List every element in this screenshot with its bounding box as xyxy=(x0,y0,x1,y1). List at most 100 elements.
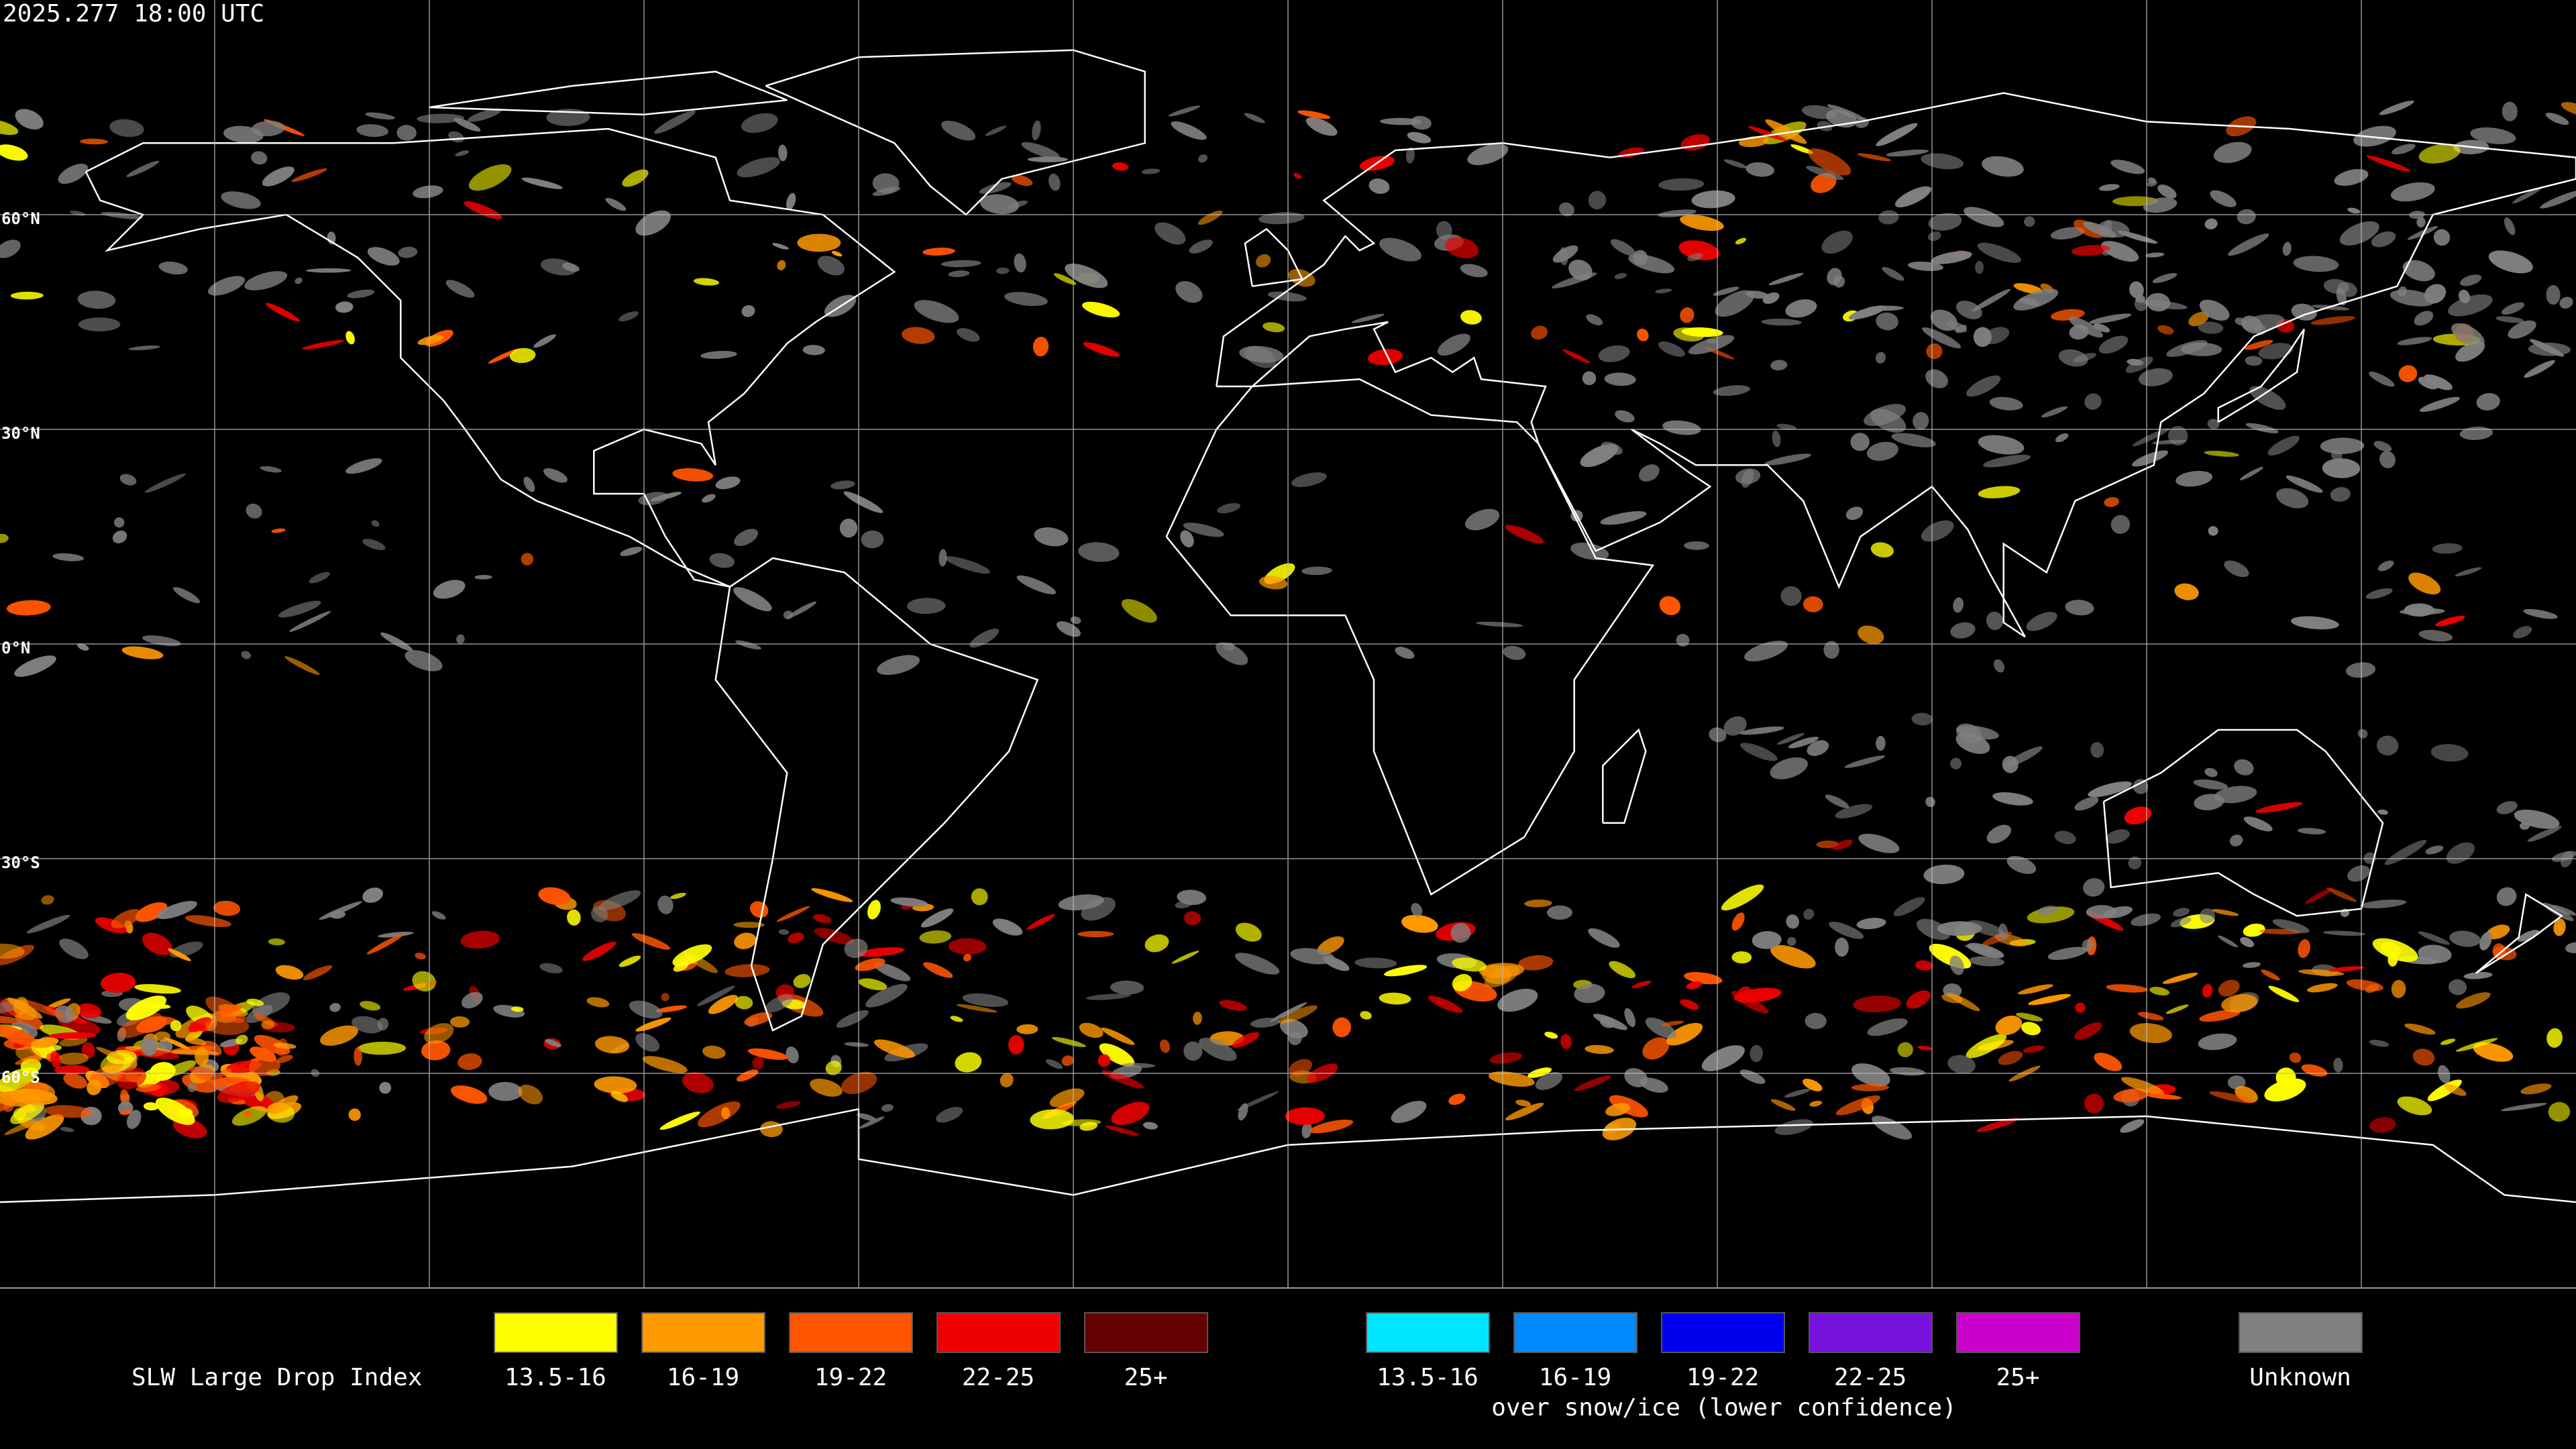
cloud-patch xyxy=(1379,237,1421,262)
cloud-patch xyxy=(0,533,9,543)
cloud-patch xyxy=(1317,936,1344,955)
cloud-patch xyxy=(195,1046,209,1067)
cloud-patch xyxy=(521,553,534,566)
cloud-patch xyxy=(2380,941,2402,957)
cloud-patch xyxy=(2202,983,2213,998)
legend-label: Unknown xyxy=(2249,1364,2351,1391)
cloud-patch xyxy=(702,1045,726,1059)
cloud-patch xyxy=(1928,213,1962,231)
cloud-patch xyxy=(2221,994,2258,1013)
cloud-patch xyxy=(2412,1049,2435,1066)
cloud-patch xyxy=(655,1005,688,1013)
cloud-patch xyxy=(1467,144,1509,166)
legend-swatch xyxy=(641,1312,765,1353)
cloud-patch xyxy=(2548,1102,2571,1122)
cloud-patch xyxy=(1004,292,1048,307)
cloud-patch xyxy=(155,1097,195,1125)
cloud-patch xyxy=(134,983,181,994)
cloud-patch xyxy=(941,120,976,141)
cloud-patch xyxy=(777,260,786,271)
cloud-patch xyxy=(235,1034,248,1045)
cloud-patch xyxy=(2339,221,2379,246)
legend-label: 22-25 xyxy=(1834,1364,1907,1391)
cloud-patch xyxy=(2512,186,2542,204)
cloud-patch xyxy=(812,914,832,924)
cloud-patch xyxy=(1964,207,2004,227)
legend-label: 25+ xyxy=(1996,1364,2039,1391)
cloud-patch xyxy=(778,144,788,162)
cloud-patch xyxy=(2152,272,2178,283)
cloud-patch xyxy=(736,1069,759,1082)
cloud-patch xyxy=(365,112,395,120)
cloud-patch xyxy=(1978,435,2025,455)
cloud-patch xyxy=(1517,955,1554,971)
cloud-patch xyxy=(2377,560,2394,572)
cloud-patch xyxy=(136,1083,162,1092)
cloud-patch xyxy=(2322,458,2361,478)
cloud-patch xyxy=(1061,1055,1074,1067)
cloud-patch xyxy=(2218,979,2240,997)
cloud-patch xyxy=(1460,264,1488,278)
cloud-patch xyxy=(1713,385,1750,396)
legend-label: 19-22 xyxy=(1686,1364,1759,1391)
cloud-patch xyxy=(1894,186,1931,208)
coastline xyxy=(2217,329,2305,423)
cloud-patch xyxy=(793,973,811,988)
cloud-patch xyxy=(533,334,556,348)
cloud-patch xyxy=(2416,217,2426,228)
cloud-patch xyxy=(1450,922,1471,943)
cloud-patch xyxy=(1505,525,1544,544)
cloud-patch xyxy=(2103,906,2133,918)
cloud-patch xyxy=(48,1032,97,1039)
cloud-patch xyxy=(2432,543,2463,554)
cloud-patch xyxy=(0,943,25,959)
cloud-patch xyxy=(109,119,144,138)
cloud-patch xyxy=(811,888,853,902)
cloud-patch xyxy=(1600,511,1647,525)
cloud-patch xyxy=(1897,1042,1913,1057)
cloud-patch xyxy=(1411,903,1423,917)
cloud-patch xyxy=(957,328,980,342)
cloud-patch xyxy=(1673,327,1704,342)
cloud-patch xyxy=(1570,542,1609,560)
cloud-patch xyxy=(1864,404,1906,426)
cloud-patch xyxy=(221,191,261,209)
cloud-patch xyxy=(141,1036,158,1056)
cloud-patch xyxy=(2289,1052,2302,1063)
cloud-patch xyxy=(2235,317,2246,326)
cloud-patch xyxy=(1111,1102,1150,1126)
cloud-patch xyxy=(10,291,44,300)
cloud-patch xyxy=(273,1042,297,1049)
cloud-patch xyxy=(2074,1022,2102,1040)
cloud-patch xyxy=(2146,1093,2182,1099)
cloud-patch xyxy=(1764,453,1812,466)
cloud-patch xyxy=(2084,1093,2104,1114)
cloud-patch xyxy=(413,185,443,199)
cloud-patch xyxy=(2089,313,2132,324)
cloud-patch xyxy=(1033,337,1049,357)
cloud-patch xyxy=(2245,423,2279,433)
cloud-patch xyxy=(460,930,500,949)
cloud-patch xyxy=(246,1005,273,1024)
cloud-patch xyxy=(1925,369,1948,388)
cloud-patch xyxy=(276,1055,293,1063)
cloud-patch xyxy=(1395,647,1415,659)
cloud-patch xyxy=(2310,316,2355,325)
cloud-patch xyxy=(861,530,884,549)
cloud-patch xyxy=(309,572,330,584)
cloud-patch xyxy=(1049,173,1061,191)
cloud-patch xyxy=(2068,316,2103,338)
cloud-patch xyxy=(1784,1088,1811,1098)
cloud-patch xyxy=(1011,174,1033,186)
cloud-patch xyxy=(1856,918,1886,930)
cloud-patch xyxy=(294,277,303,284)
cloud-patch xyxy=(1857,153,1892,162)
cloud-patch xyxy=(1976,1118,2019,1132)
cloud-patch xyxy=(1637,328,1649,341)
cloud-patch xyxy=(262,166,294,186)
weather-layer xyxy=(0,101,2576,1140)
cloud-patch xyxy=(468,108,502,122)
cloud-patch xyxy=(1112,162,1129,171)
cloud-patch xyxy=(1983,454,2031,468)
cloud-patch xyxy=(1701,1045,1745,1071)
